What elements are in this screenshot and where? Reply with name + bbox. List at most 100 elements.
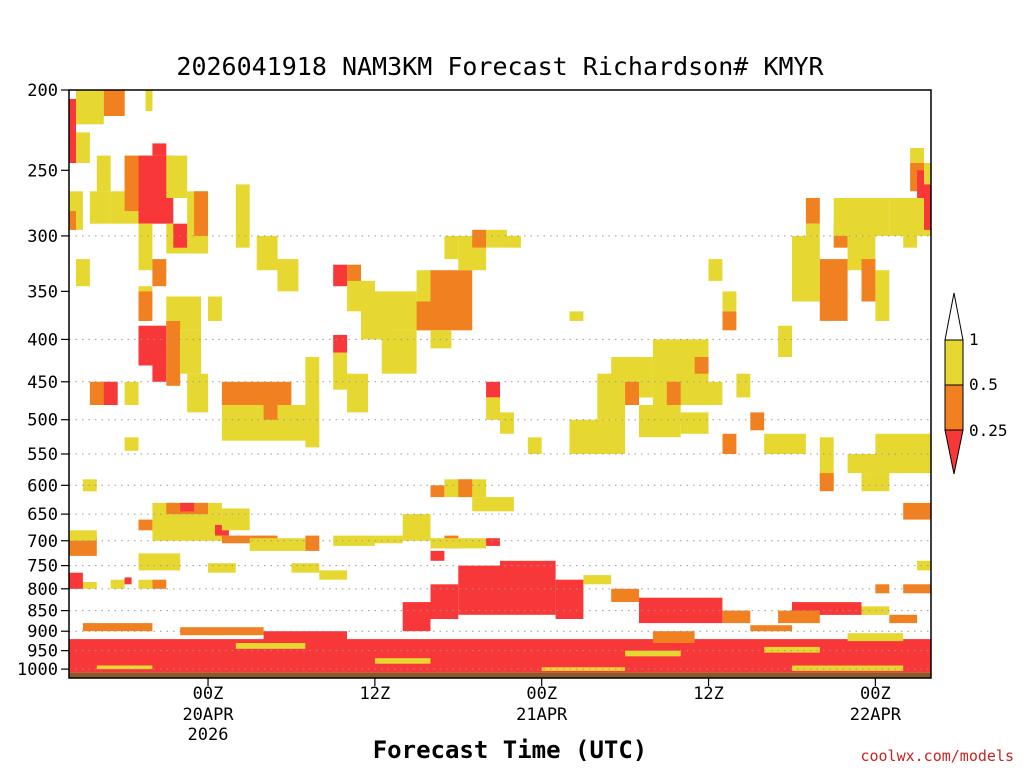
data-cell-yellow <box>507 235 521 248</box>
y-tick-label: 300 <box>27 227 58 247</box>
legend-swatch-bottom <box>944 429 964 475</box>
data-cell-yellow <box>256 235 278 271</box>
y-axis: 200 250 300 350 400 450 500 550 600 650 700 750 8008… <box>17 81 69 680</box>
data-cell-yellow <box>875 433 931 474</box>
data-cell-orange <box>611 588 639 602</box>
data-cell-yellow <box>792 665 904 671</box>
y-tick-label: 450 <box>27 373 58 393</box>
x-tick-label: 00Z <box>526 684 557 704</box>
data-cell-orange <box>819 259 848 321</box>
data-cell-orange <box>305 535 320 551</box>
data-cell-red <box>333 264 348 287</box>
data-cell-yellow <box>472 497 514 512</box>
legend-swatch-top <box>944 292 964 341</box>
data-cell-orange <box>889 614 918 624</box>
data-cell-yellow <box>291 563 320 573</box>
data-cell-yellow <box>69 530 97 541</box>
data-cell-yellow <box>277 259 299 292</box>
data-cell-orange <box>903 502 931 520</box>
data-cell-yellow <box>708 259 723 281</box>
data-cell-orange <box>722 610 751 624</box>
data-cell-orange <box>263 405 278 420</box>
data-cell-orange <box>666 381 681 405</box>
data-cell-yellow <box>221 508 250 531</box>
y-tick-label: 800 <box>27 580 58 600</box>
x-tick-label: 12Z <box>360 684 391 704</box>
data-cell-yellow <box>235 184 250 248</box>
data-cell-orange <box>694 357 709 374</box>
y-tick-label: 1000 <box>17 660 58 680</box>
data-cell-yellow <box>625 650 681 657</box>
data-cell-orange <box>430 270 473 331</box>
data-cell-yellow <box>792 433 806 454</box>
data-cell-orange <box>180 627 264 636</box>
y-tick-label: 350 <box>27 282 58 302</box>
data-cell-yellow <box>361 291 417 331</box>
data-cell-red <box>138 325 167 366</box>
data-cell-yellow <box>486 229 507 248</box>
data-cell-yellow <box>319 570 348 580</box>
data-cell-red <box>924 198 931 230</box>
data-cell-red <box>152 365 167 382</box>
data-cell-orange <box>722 433 737 454</box>
data-cell-yellow <box>736 373 751 398</box>
data-cell-yellow <box>374 535 403 544</box>
data-cell-orange <box>166 321 181 386</box>
y-tick-label: 950 <box>27 642 58 662</box>
data-cell-yellow <box>110 579 125 589</box>
data-cell-orange <box>82 623 153 632</box>
data-cell-yellow <box>569 311 584 321</box>
data-cell-yellow <box>138 223 153 271</box>
data-cell-yellow <box>96 665 153 670</box>
x-tick-year: 2026 <box>188 725 229 745</box>
data-cell-yellow <box>924 163 931 185</box>
data-cell-yellow <box>235 643 306 649</box>
data-cell-red <box>69 639 931 673</box>
data-cell-yellow <box>917 560 931 571</box>
data-cell-yellow <box>792 235 820 302</box>
data-cell-orange <box>194 191 208 236</box>
data-cell-orange <box>103 90 125 116</box>
y-tick-label: 700 <box>27 532 58 552</box>
data-cell-yellow <box>861 473 890 492</box>
data-cell-yellow <box>138 553 181 571</box>
chart-title: 2026041918 NAM3KM Forecast Richardson# K… <box>176 52 824 81</box>
y-tick-label: 600 <box>27 476 58 496</box>
legend: 1 0.5 0.25 <box>944 292 1008 475</box>
data-cell-red <box>430 584 459 619</box>
data-cell-yellow <box>486 397 500 420</box>
data-cell-yellow <box>208 296 222 321</box>
y-tick-label: 900 <box>27 622 58 642</box>
data-cell-yellow <box>166 155 188 198</box>
legend-swatch <box>944 384 964 431</box>
data-cell-yellow <box>361 325 389 340</box>
credit-text: coolwx.com/models <box>860 747 1014 765</box>
data-cell-yellow <box>76 259 90 287</box>
data-cell-orange <box>458 479 473 498</box>
data-cell-yellow <box>764 646 820 653</box>
x-tick-date: 20APR <box>182 705 234 725</box>
data-cell-yellow <box>76 90 104 125</box>
data-cell-red <box>486 381 500 398</box>
data-cell-yellow <box>805 223 820 236</box>
ground-strip <box>69 672 931 678</box>
data-cell-orange <box>152 259 167 287</box>
data-cell-yellow <box>89 191 111 224</box>
data-cell-red <box>124 577 132 585</box>
data-cell-orange <box>347 264 361 287</box>
data-cell-red <box>430 550 445 561</box>
data-cell-red <box>555 579 584 619</box>
data-cell-yellow <box>722 291 737 312</box>
data-cell-red <box>500 560 556 571</box>
data-cell-red <box>458 565 556 615</box>
data-cell-orange <box>778 610 820 624</box>
data-cell-red <box>263 631 347 643</box>
x-axis-title: Forecast Time (UTC) <box>373 736 648 764</box>
data-cells <box>69 90 931 673</box>
y-tick-label: 550 <box>27 445 58 465</box>
data-cell-orange <box>221 381 292 405</box>
data-cell-red <box>486 538 500 546</box>
y-tick-label: 500 <box>27 411 58 431</box>
